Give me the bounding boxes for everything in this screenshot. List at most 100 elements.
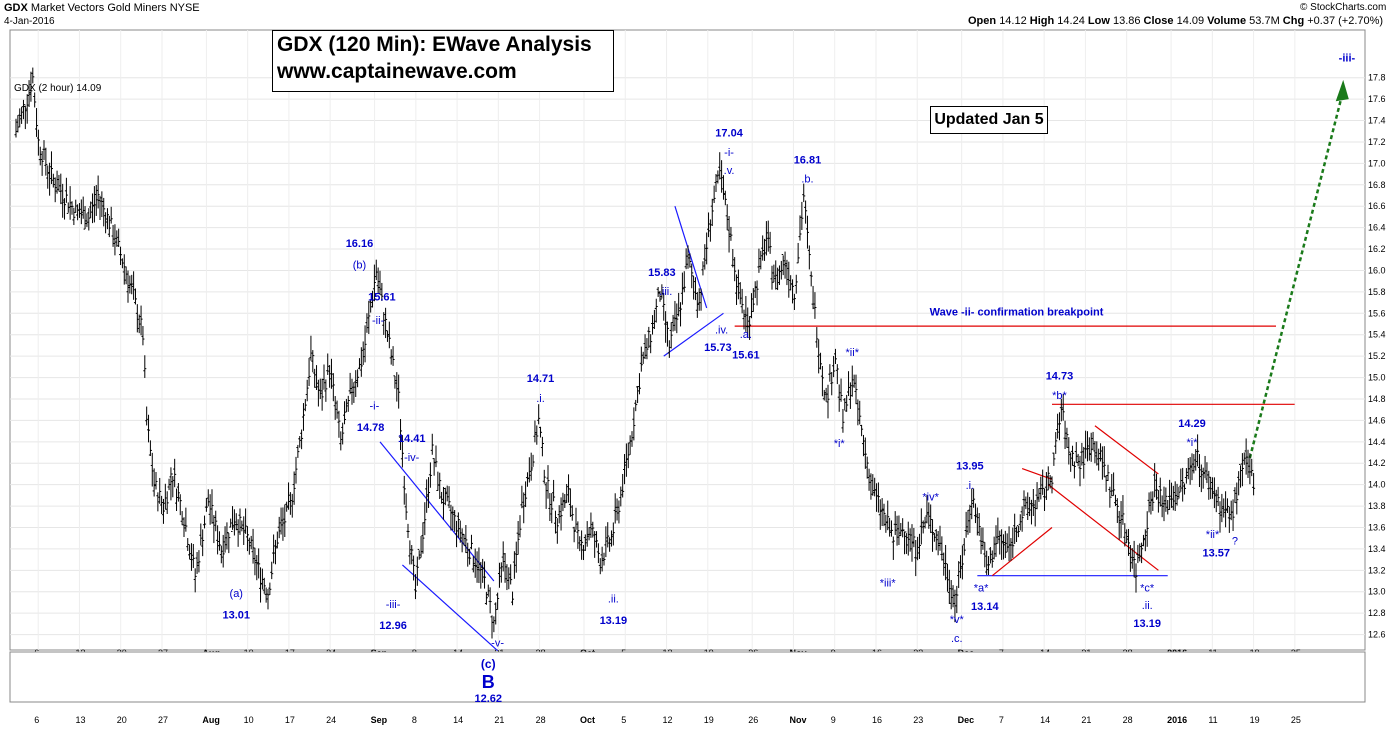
channel-iv-lower [663, 312, 724, 357]
y-tick-label: 13.8 [1368, 501, 1386, 511]
y-tick-label: 16.6 [1368, 201, 1386, 211]
wave-label: .i. [966, 480, 975, 492]
chart-title: GDX (120 Min): EWave Analysis [277, 33, 592, 56]
x-tick-label-bottom: Aug [202, 715, 220, 725]
x-tick-label-bottom: 14 [453, 715, 463, 725]
x-tick-label-bottom: 26 [748, 715, 758, 725]
flag-line-a [991, 527, 1053, 577]
x-tick-label-bottom: Dec [958, 715, 975, 725]
x-tick-label-bottom: 20 [117, 715, 127, 725]
ohlc-readout: Open 14.12 High 14.24 Low 13.86 Close 14… [968, 15, 1384, 27]
y-tick-label: 16.8 [1368, 180, 1386, 190]
y-tick-label: 15.0 [1368, 373, 1386, 383]
wave-label: 15.61 [732, 349, 760, 361]
wave-label: 15.73 [704, 342, 732, 354]
wave-label: *i* [834, 438, 846, 450]
x-tick-label-bottom: 5 [621, 715, 626, 725]
wave-label: 14.29 [1178, 418, 1206, 430]
projection-label: -iii- [1339, 53, 1356, 65]
y-tick-label: 14.6 [1368, 415, 1386, 425]
wave-label: 14.41 [398, 433, 426, 445]
y-tick-label: 16.2 [1368, 244, 1386, 254]
x-tick-label-bottom: Sep [371, 715, 388, 725]
x-tick-label-bottom: 21 [494, 715, 504, 725]
wave-label: *iii* [880, 577, 897, 589]
y-tick-label: 17.0 [1368, 158, 1386, 168]
update-box: Updated Jan 5 [930, 106, 1048, 134]
wave-label: .ii. [608, 593, 619, 605]
wave-label: *c* [1140, 583, 1155, 595]
price-panel [9, 29, 1366, 651]
y-tick-label: 13.0 [1368, 587, 1386, 597]
y-tick-label: 14.8 [1368, 394, 1386, 404]
y-tick-label: 15.8 [1368, 287, 1386, 297]
wave-label: .b. [801, 174, 813, 186]
lower-panel [9, 651, 1366, 703]
wave-label: 12.96 [379, 620, 407, 632]
wave-label: -i- [724, 147, 734, 159]
wave-b-label: (c)B12.62 [475, 657, 503, 705]
projection-arrow [1248, 90, 1345, 459]
wave-label: Wave -ii- confirmation breakpoint [930, 306, 1104, 318]
stockcharts-credit: © StockCharts.com [1300, 2, 1387, 13]
y-tick-label: 12.8 [1368, 608, 1386, 618]
wave-label: *i* [1186, 437, 1198, 449]
wave-label: 14.78 [357, 422, 385, 434]
wave-label: .c. [951, 633, 963, 645]
x-tick-label-bottom: 8 [412, 715, 417, 725]
wave-label: 13.01 [223, 610, 251, 622]
flag-line-b [1021, 468, 1053, 480]
x-tick-label-bottom: 7 [999, 715, 1004, 725]
y-tick-label: 14.0 [1368, 480, 1386, 490]
price-bars [14, 67, 1256, 639]
wave-channel-lower [401, 564, 499, 652]
x-tick-label-bottom: 6 [34, 715, 39, 725]
wave-label: -ii- [372, 315, 385, 327]
x-tick-label-bottom: 17 [285, 715, 295, 725]
x-tick-label-bottom: 19 [1250, 715, 1260, 725]
series-legend: GDX (2 hour) 14.09 [14, 83, 102, 94]
y-tick-label: 15.2 [1368, 351, 1386, 361]
x-tick-label-bottom: 10 [244, 715, 254, 725]
y-axis: 12.6 12.8 13.0 13.2 13.4 13.6 13.8 14.0 14.2 14.4… [1368, 73, 1386, 640]
x-tick-label-bottom: 28 [1123, 715, 1133, 725]
wave-label: 15.61 [368, 291, 396, 303]
y-tick-label: 12.6 [1368, 630, 1386, 640]
wave-label: *iv* [922, 492, 939, 504]
y-tick-label: 13.4 [1368, 544, 1386, 554]
x-tick-label-bottom: 23 [913, 715, 923, 725]
wave-label: .a. [740, 329, 752, 341]
x-tick-label-bottom: 9 [831, 715, 836, 725]
y-tick-label: 15.4 [1368, 330, 1386, 340]
wave-annotations: (a) 13.01 16.16 (b) 15.61 -ii- -i- 14.78 14.41 -i… [223, 53, 1356, 682]
wave-label: -iii- [386, 599, 401, 611]
x-tick-label-bottom: 14 [1040, 715, 1050, 725]
wave-label: .v. [724, 165, 735, 177]
projection-arrow-head [1335, 79, 1349, 102]
wave-b-big-label: B [482, 672, 495, 692]
wave-b-value: 12.62 [475, 693, 503, 705]
x-tick-label-bottom: 24 [326, 715, 336, 725]
x-tick-label-bottom: 2016 [1167, 715, 1187, 725]
x-tick-label-bottom: 25 [1291, 715, 1301, 725]
wave-label: (b) [353, 259, 366, 271]
wave-label: -i- [370, 401, 380, 413]
wave-label: .iii. [659, 286, 672, 298]
x-tick-label-bottom: 16 [872, 715, 882, 725]
y-tick-label: 13.2 [1368, 565, 1386, 575]
x-tick-label-bottom: 12 [663, 715, 673, 725]
x-tick-label-bottom: 19 [704, 715, 714, 725]
wave-label: 13.19 [1133, 618, 1161, 630]
wave-label: 14.73 [1046, 371, 1074, 383]
y-tick-label: 16.4 [1368, 223, 1386, 233]
x-tick-label-bottom: Oct [580, 715, 595, 725]
wave-label: -v- [491, 637, 504, 649]
wave-label: 15.83 [648, 267, 676, 279]
x-tick-label-bottom: 21 [1081, 715, 1091, 725]
y-tick-label: 17.2 [1368, 137, 1386, 147]
y-tick-label: 14.2 [1368, 458, 1386, 468]
symbol-header: GDX Market Vectors Gold Miners NYSE [4, 2, 200, 14]
title-box: GDX (120 Min): EWave Analysis www.captai… [272, 30, 614, 92]
wave-label: -iv- [404, 452, 420, 464]
flag-line-d [1094, 425, 1159, 475]
